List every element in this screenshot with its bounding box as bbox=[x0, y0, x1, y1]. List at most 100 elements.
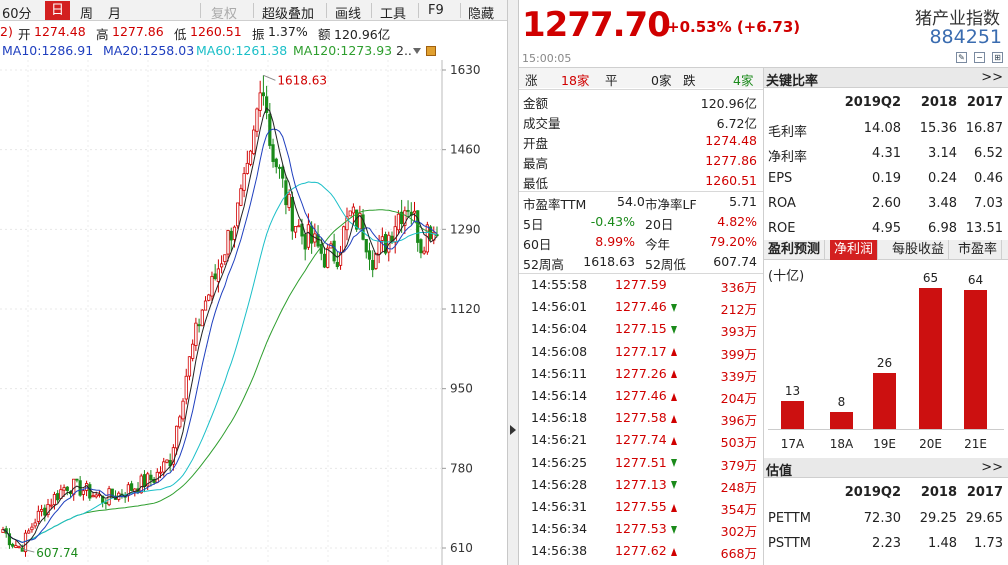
ma-legend: MA10:1286.91 MA20:1258.03 MA60:1261.38 M… bbox=[0, 42, 507, 60]
period-month-button[interactable]: 月 bbox=[108, 7, 122, 22]
ratios-more-button[interactable]: >> bbox=[981, 70, 1003, 85]
candle-body bbox=[149, 474, 153, 481]
stat-row: 最低 1260.51 bbox=[519, 171, 763, 191]
valuation-value: 72.30 bbox=[863, 511, 901, 526]
tick-volume: 396万 bbox=[720, 413, 757, 429]
perf-row: 52周高 1618.63 52周低 607.74 bbox=[519, 252, 763, 272]
adjust-button[interactable]: 复权 bbox=[211, 7, 238, 22]
panel-splitter[interactable] bbox=[507, 0, 519, 565]
valuation-col-header: 2018 bbox=[920, 485, 957, 500]
candle-body bbox=[43, 507, 47, 516]
candle-body bbox=[403, 210, 407, 226]
period-60min-button[interactable]: 60分 bbox=[2, 7, 32, 22]
candle-body bbox=[30, 526, 34, 531]
candle-body bbox=[326, 247, 330, 268]
draw-line-button[interactable]: 画线 bbox=[335, 7, 362, 22]
tick-time: 14:55:58 bbox=[531, 277, 588, 292]
tick-row[interactable]: 14:56:08 1277.17 399万 bbox=[519, 342, 763, 362]
candle-body bbox=[232, 226, 237, 240]
perf-value: 4.82% bbox=[717, 214, 757, 229]
candle-body bbox=[226, 230, 230, 255]
ratio-value: 7.03 bbox=[974, 196, 1003, 211]
hide-button[interactable]: 隐藏 bbox=[468, 7, 495, 22]
minus-icon[interactable]: − bbox=[974, 52, 985, 63]
tick-volume: 248万 bbox=[720, 479, 757, 495]
tick-row[interactable]: 14:56:21 1277.74 503万 bbox=[519, 430, 763, 450]
tick-row[interactable]: 14:56:14 1277.46 204万 bbox=[519, 386, 763, 406]
ma60-line bbox=[2, 181, 438, 544]
tick-row[interactable]: 14:56:34 1277.53 302万 bbox=[519, 519, 763, 539]
candlestick-chart[interactable]: 1630 1460 1290 1120 950 780 610 1618.63 607.74 bbox=[0, 60, 507, 565]
chart-toolbar: 60分 日 周 月 复权 超级叠加 画线 工具 F9 隐藏 bbox=[0, 0, 507, 22]
arrow-down-icon bbox=[670, 525, 677, 534]
forecast-tab[interactable]: 净利润 bbox=[830, 240, 879, 260]
candle-body bbox=[332, 240, 336, 262]
candle-body bbox=[17, 546, 21, 549]
candle-body bbox=[371, 259, 375, 271]
expand-arrow-icon[interactable] bbox=[510, 425, 516, 435]
tick-row[interactable]: 14:56:11 1277.26 339万 bbox=[519, 364, 763, 384]
candle-body bbox=[393, 226, 397, 243]
tick-price: 1277.26 bbox=[615, 366, 677, 381]
valuation-more-button[interactable]: >> bbox=[981, 460, 1003, 475]
f9-button[interactable]: F9 bbox=[428, 3, 444, 18]
forecast-tab[interactable]: 市盈率 bbox=[954, 240, 1003, 260]
tick-volume: 354万 bbox=[720, 502, 757, 517]
overlay-button[interactable]: 超级叠加 bbox=[262, 7, 315, 22]
ma-more-button[interactable]: 2.. bbox=[396, 43, 412, 58]
tick-row[interactable]: 14:56:28 1277.13 248万 bbox=[519, 475, 763, 495]
candle-body bbox=[142, 474, 147, 488]
candle-body bbox=[158, 471, 163, 474]
valuation-value: 29.65 bbox=[965, 511, 1003, 526]
tick-row[interactable]: 14:56:04 1277.15 393万 bbox=[519, 319, 763, 339]
quote-time: 15:00:05 bbox=[522, 52, 572, 65]
candle-body bbox=[181, 400, 185, 420]
min-pointer bbox=[22, 548, 35, 553]
period-week-button[interactable]: 周 bbox=[80, 7, 94, 22]
ma60-label: MA60:1261.38 bbox=[196, 43, 288, 58]
chevron-down-icon[interactable] bbox=[413, 48, 421, 54]
forecast-tab[interactable]: 盈利预测 bbox=[764, 240, 826, 260]
forecast-bar bbox=[781, 400, 804, 429]
settings-icon[interactable] bbox=[426, 46, 436, 56]
tick-row[interactable]: 14:56:18 1277.58 396万 bbox=[519, 408, 763, 428]
tick-price: 1277.46 bbox=[615, 388, 677, 403]
tick-row[interactable]: 14:55:58 1277.59 336万 bbox=[519, 275, 763, 295]
forecast-baseline bbox=[768, 429, 1004, 430]
candle-body bbox=[191, 343, 195, 359]
amplitude-value: 1.37% bbox=[268, 24, 308, 39]
tick-row[interactable]: 14:56:38 1277.62 668万 bbox=[519, 541, 763, 561]
last-price: 1277.70 bbox=[522, 5, 671, 45]
candle-body bbox=[207, 294, 211, 301]
arrow-down-icon bbox=[670, 325, 677, 334]
down-count: 4家 bbox=[733, 73, 754, 88]
valuation-value: 1.48 bbox=[928, 536, 957, 551]
tick-time: 14:56:28 bbox=[531, 476, 588, 492]
tick-row[interactable]: 14:56:31 1277.55 354万 bbox=[519, 497, 763, 517]
grid-icon[interactable]: ⊞ bbox=[992, 52, 1003, 63]
candle-body bbox=[81, 490, 85, 495]
candle-body bbox=[39, 509, 44, 512]
candle-body bbox=[36, 510, 40, 522]
tick-row[interactable]: 14:56:25 1277.51 379万 bbox=[519, 453, 763, 473]
divider bbox=[519, 273, 763, 274]
edit-icon[interactable]: ✎ bbox=[956, 52, 967, 63]
period-day-button[interactable]: 日 bbox=[45, 1, 71, 20]
candle-body bbox=[14, 545, 18, 548]
tick-row[interactable]: 14:56:01 1277.46 212万 bbox=[519, 297, 763, 317]
tick-volume: 302万 bbox=[720, 524, 757, 540]
divider bbox=[519, 89, 763, 90]
index-name: 猪产业指数 bbox=[915, 9, 1000, 29]
pb-lf-label: 市净率LF bbox=[645, 197, 697, 212]
perf-label: 60日 bbox=[523, 237, 552, 252]
forecast-tab[interactable]: 每股收益 bbox=[888, 240, 950, 260]
ratio-value: 0.46 bbox=[974, 171, 1003, 186]
candle-body bbox=[416, 210, 420, 243]
y-tick-label: 1120 bbox=[450, 302, 481, 316]
candle-body bbox=[242, 173, 246, 191]
tools-button[interactable]: 工具 bbox=[380, 7, 407, 22]
toolbar-separator bbox=[326, 3, 327, 18]
candle-body bbox=[203, 300, 208, 311]
perf-value: -0.43% bbox=[590, 214, 635, 229]
pe-pb-row: 市盈率TTM 54.0 市净率LF 5.71 bbox=[519, 192, 763, 212]
